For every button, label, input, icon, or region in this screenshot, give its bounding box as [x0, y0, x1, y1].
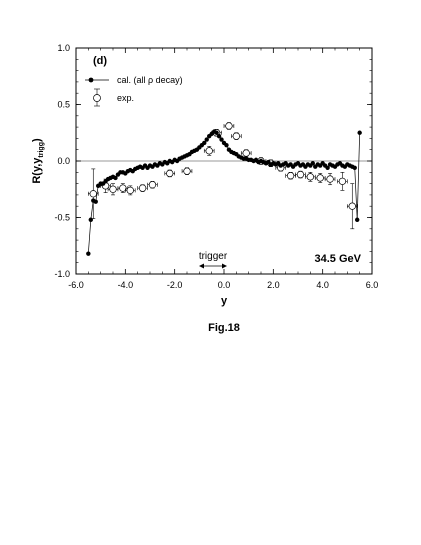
- y-axis-title-main: R(y,y: [31, 157, 43, 184]
- y-tick-label: -1.0: [54, 269, 70, 279]
- series-exp-point: [326, 175, 334, 183]
- trigger-annotation: trigger: [199, 251, 228, 262]
- x-axis-ticks: -6.0 -4.0 -2.0 0.0 2.0 4.0 6.0: [68, 48, 378, 290]
- x-tick-label: 2.0: [267, 280, 280, 290]
- legend-exp-label: exp.: [117, 93, 134, 103]
- x-tick-label: -2.0: [167, 280, 183, 290]
- series-exp-point: [166, 169, 174, 178]
- series-exp-point: [338, 177, 347, 185]
- x-tick-label: 6.0: [366, 280, 379, 290]
- series-cal-point: [216, 133, 222, 139]
- legend-cal-marker: [88, 77, 94, 83]
- series-cal-point: [224, 142, 229, 148]
- series-exp-point: [148, 181, 157, 189]
- series-cal-point: [310, 161, 315, 166]
- series-exp-point: [138, 184, 147, 192]
- series-exp-point: [205, 147, 213, 155]
- series-exp-point: [306, 173, 314, 181]
- series-cal-point: [355, 217, 360, 222]
- y-tick-label: 0.5: [57, 100, 70, 110]
- series-cal-point: [113, 175, 118, 181]
- legend: cal. (all ρ decay) exp.: [85, 75, 183, 107]
- series-cal-point: [204, 137, 209, 142]
- series-exp-point: [225, 122, 233, 130]
- series-exp-point: [286, 172, 295, 180]
- series-cal-point: [86, 251, 91, 256]
- series-exp-point: [242, 149, 250, 157]
- series-cal-point: [357, 130, 362, 135]
- series-cal-point: [93, 199, 98, 204]
- y-axis-title-close: ): [31, 138, 43, 142]
- y-tick-label: -0.5: [54, 213, 70, 223]
- series-exp-point: [119, 184, 127, 192]
- trigger-arrow: [199, 263, 227, 269]
- series-cal-point: [325, 165, 330, 170]
- series-exp-point: [348, 202, 356, 210]
- series-cal-point: [202, 140, 207, 146]
- energy-annotation: 34.5 GeV: [315, 253, 362, 265]
- y-axis-ticks: -1.0 -0.5 0.0 0.5 1.0: [54, 43, 372, 279]
- x-tick-label: 0.0: [218, 280, 231, 290]
- series-exp-point: [183, 167, 191, 175]
- legend-exp-marker: [93, 94, 101, 102]
- legend-cal-label: cal. (all ρ decay): [117, 75, 183, 85]
- series-exp-point: [232, 132, 240, 140]
- series-cal-point: [219, 137, 224, 142]
- series-exp-point: [126, 186, 134, 195]
- series-cal-point: [214, 130, 219, 135]
- y-axis-title: R(y,ytrigg): [31, 138, 45, 184]
- series-exp-point: [316, 174, 324, 182]
- series-cal: [86, 129, 362, 256]
- x-tick-label: -4.0: [118, 280, 134, 290]
- panel-label: (d): [93, 55, 107, 67]
- y-axis-title-subscript: trigg: [38, 142, 45, 158]
- x-tick-label: -6.0: [68, 280, 84, 290]
- series-cal-point: [88, 217, 94, 222]
- series-exp-point: [296, 170, 305, 179]
- y-tick-label: 1.0: [57, 43, 70, 53]
- y-tick-label: 0.0: [57, 156, 70, 166]
- x-axis-title: y: [221, 295, 228, 307]
- series-cal-point: [352, 165, 357, 170]
- figure-caption: Fig.18: [208, 322, 240, 334]
- x-tick-label: 4.0: [316, 280, 329, 290]
- series-exp-point: [109, 185, 117, 193]
- series-exp-point: [89, 190, 97, 198]
